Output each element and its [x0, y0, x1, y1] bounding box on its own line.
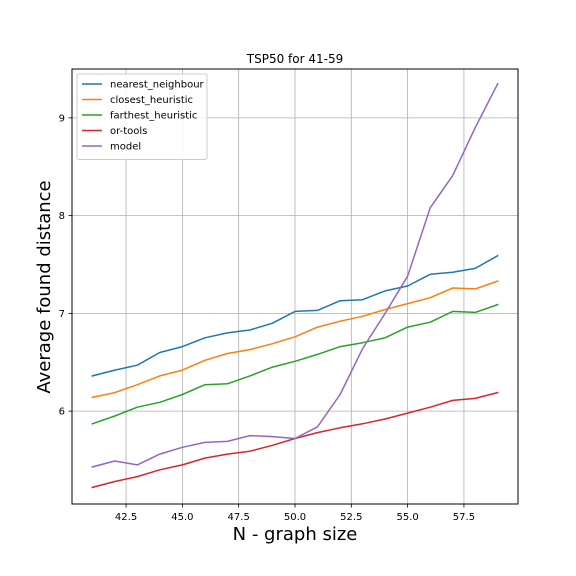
x-tick-label: 57.5 — [453, 512, 475, 523]
series-line-farthest_heuristic — [91, 303, 499, 425]
x-tick-label: 52.5 — [340, 512, 362, 523]
y-tick-label: 8 — [59, 211, 65, 222]
x-tick-label: 45.0 — [171, 512, 193, 523]
y-axis-label: Average found distance — [34, 180, 55, 393]
x-tick-label: 50.0 — [284, 512, 306, 523]
y-tick-label: 9 — [59, 113, 65, 124]
legend-box — [76, 73, 208, 160]
x-tick-label: 47.5 — [228, 512, 250, 523]
legend-label: model — [110, 142, 141, 153]
legend-label: farthest_heuristic — [110, 111, 197, 122]
legend-label: nearest_neighbour — [110, 80, 205, 91]
series-line-closest_heuristic — [91, 280, 499, 399]
legend: nearest_neighbour closest_heuristicfarthe… — [76, 73, 208, 160]
x-tick-label: 55.0 — [396, 512, 418, 523]
chart-title: TSP50 for 41-59 — [246, 52, 343, 66]
series-line-nearest_neighbour — [91, 254, 499, 377]
y-tick-label: 7 — [59, 309, 65, 320]
legend-label: or-tools — [110, 126, 147, 137]
series-lines — [91, 82, 499, 489]
x-axis-label: N - graph size — [233, 524, 358, 545]
y-tick-label: 6 — [59, 407, 65, 418]
legend-label: closest_heuristic — [110, 95, 193, 106]
axis-ticks: 42.5 45.0 47.5 50.0 52.5 55.0 57.5 6 7 8 9 — [59, 113, 475, 523]
series-line-model — [91, 82, 499, 468]
x-tick-label: 42.5 — [115, 512, 137, 523]
grid — [72, 69, 518, 504]
